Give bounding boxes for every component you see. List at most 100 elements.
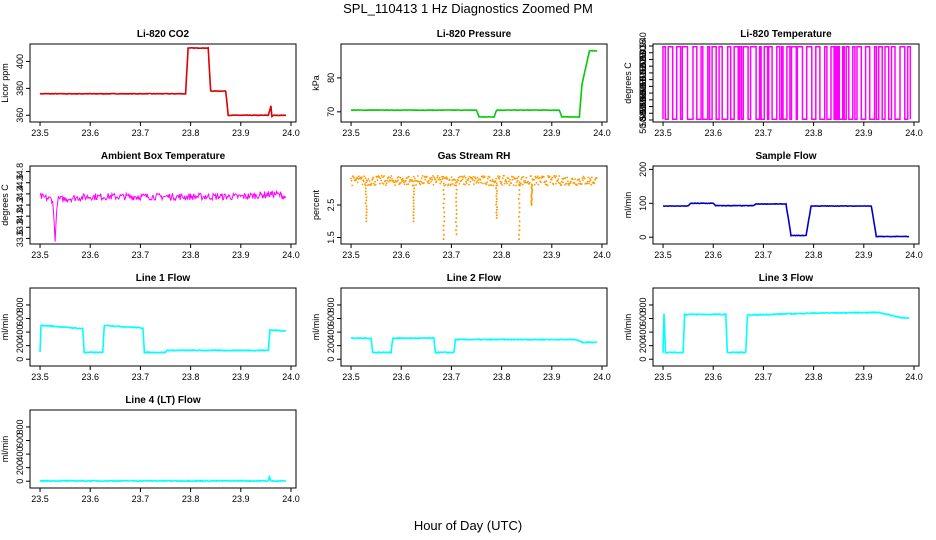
dip-point — [365, 220, 368, 223]
dip-point — [412, 217, 415, 220]
x-tick-label: 23.8 — [493, 372, 511, 382]
dip-point — [495, 214, 498, 217]
data-point — [360, 177, 363, 180]
data-point — [404, 179, 407, 182]
data-point — [431, 179, 434, 181]
data-point — [440, 180, 443, 183]
y-axis-label: degrees C — [0, 184, 10, 226]
dip-point — [443, 220, 446, 223]
y-tick-label: 50.915 — [638, 66, 648, 94]
data-point — [447, 183, 450, 186]
x-tick-label: 23.9 — [232, 372, 250, 382]
y-axis-label: ml/min — [0, 436, 10, 463]
panel-7: Line 1 Flow ml/min 23.5 23.6 23.7 23.8 23.9 24.… — [0, 273, 300, 382]
dip-point — [413, 193, 416, 196]
data-point — [550, 178, 553, 181]
data-point — [515, 181, 518, 184]
dip-point — [495, 211, 498, 214]
data-point — [363, 175, 366, 178]
data-point — [379, 182, 381, 185]
plot-frame — [29, 165, 297, 245]
y-tick-label: 600 — [15, 311, 25, 326]
dip-point — [442, 193, 445, 196]
panel-title: Li-820 Pressure — [437, 29, 512, 40]
data-point — [582, 175, 585, 178]
data-point — [467, 179, 469, 182]
plot-frame — [340, 287, 608, 367]
data-point — [421, 175, 424, 177]
data-point — [476, 176, 479, 179]
data-point — [350, 179, 353, 182]
data-point — [539, 181, 542, 184]
y-tick-label: 34.0 — [15, 207, 25, 225]
y-tick-label: 600 — [326, 311, 336, 326]
y-tick-label: 380 — [15, 81, 25, 96]
panel-8: Line 2 Flow ml/min 23.5 23.6 23.7 23.8 23.9 24.… — [311, 273, 611, 382]
y-tick-label: 50.935 — [638, 39, 648, 67]
y-axis-label: degrees C — [623, 62, 633, 104]
data-point — [551, 176, 554, 179]
x-tick-label: 24.0 — [282, 250, 300, 260]
dip-point — [530, 192, 533, 195]
dip-point — [413, 187, 416, 190]
panel-title: Li-820 CO2 — [137, 29, 190, 40]
series-area — [350, 174, 598, 241]
dip-point — [518, 184, 521, 187]
data-point — [515, 184, 517, 187]
data-point — [503, 174, 505, 177]
dip-point — [443, 211, 446, 214]
data-point — [418, 180, 420, 183]
dip-point — [412, 202, 415, 205]
data-point — [435, 180, 438, 183]
x-tick-label: 24.0 — [905, 372, 923, 382]
x-tick-label: 23.8 — [182, 250, 200, 260]
dip-point — [530, 187, 533, 190]
x-tick-label: 23.8 — [493, 250, 511, 260]
x-tick-label: 23.5 — [654, 372, 672, 382]
dip-point — [455, 229, 457, 232]
x-tick-label: 23.9 — [232, 250, 250, 260]
x-tick-label: 23.7 — [755, 250, 773, 260]
x-tick-label: 23.8 — [805, 128, 823, 138]
data-point — [571, 178, 574, 181]
dip-point — [455, 225, 458, 228]
x-tick-label: 23.5 — [31, 372, 49, 382]
data-point — [420, 180, 422, 183]
figure-title: SPL_110413 1 Hz Diagnostics Zoomed PM — [343, 1, 593, 16]
dip-point — [455, 192, 458, 195]
dip-point — [517, 197, 520, 200]
y-tick-label: 600 — [638, 311, 648, 326]
y-tick-label: 0 — [15, 357, 25, 362]
data-point — [436, 175, 439, 177]
data-point — [506, 182, 508, 185]
dip-point — [412, 196, 415, 199]
y-tick-label: 100 — [638, 196, 648, 211]
x-tick-label: 23.9 — [543, 128, 561, 138]
data-point — [389, 176, 392, 179]
panel-3: Li-820 Temperature degrees C 23.5 23.6 23.7 2… — [623, 29, 923, 138]
data-point — [579, 180, 581, 183]
data-point — [436, 176, 439, 179]
data-point — [546, 184, 549, 187]
x-tick-label: 24.0 — [282, 372, 300, 382]
data-point — [471, 178, 474, 181]
dip-point — [531, 191, 533, 193]
dip-point — [454, 221, 457, 224]
dip-point — [496, 206, 498, 209]
data-point — [394, 184, 396, 187]
x-tick-label: 23.9 — [855, 372, 873, 382]
data-point — [393, 181, 396, 184]
data-point — [586, 182, 588, 185]
series-line — [39, 324, 287, 355]
y-tick-label: 50.925 — [638, 52, 648, 80]
dip-point — [495, 208, 498, 211]
dip-point — [518, 229, 521, 232]
data-point — [384, 179, 387, 182]
dip-point — [442, 189, 445, 191]
data-point — [489, 179, 492, 182]
data-point — [548, 175, 551, 178]
series-area — [39, 46, 287, 118]
dip-point — [365, 196, 368, 199]
data-point — [477, 179, 479, 182]
y-tick-label: 34.6 — [15, 174, 25, 192]
